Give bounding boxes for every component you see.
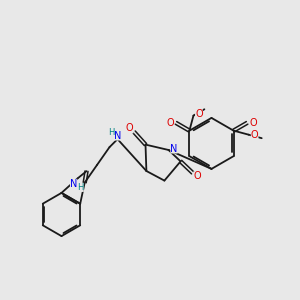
- Text: O: O: [167, 118, 174, 128]
- Text: H: H: [108, 128, 114, 137]
- Text: N: N: [170, 143, 178, 154]
- Text: O: O: [126, 123, 134, 134]
- Text: H: H: [77, 183, 84, 192]
- Text: N: N: [70, 179, 77, 189]
- Text: O: O: [251, 130, 259, 140]
- Text: O: O: [249, 118, 257, 128]
- Text: O: O: [195, 109, 203, 119]
- Text: N: N: [114, 130, 121, 140]
- Text: O: O: [193, 171, 201, 182]
